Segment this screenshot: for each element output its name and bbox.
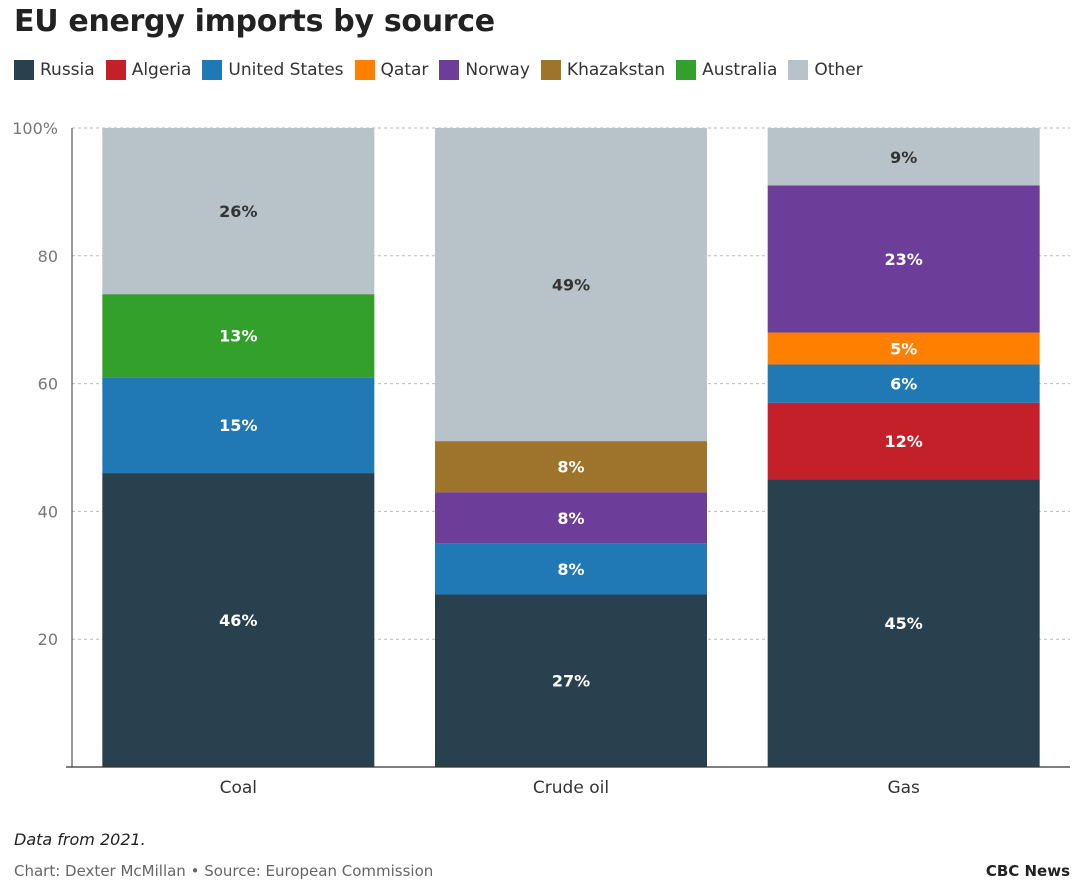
x-tick-label: Coal — [220, 778, 257, 798]
bar-segment — [435, 594, 707, 767]
bar-segment — [435, 492, 707, 544]
data-label: 6% — [890, 375, 917, 394]
bar-segment — [767, 364, 1040, 403]
bar-segment — [435, 441, 707, 493]
data-label: 13% — [219, 327, 257, 346]
data-label: 12% — [885, 432, 923, 451]
data-label: 45% — [885, 614, 923, 633]
bar-segment — [102, 473, 375, 767]
legend-label: Khazakstan — [566, 60, 666, 80]
legend-label: Australia — [702, 60, 778, 80]
legend-swatch — [354, 60, 375, 80]
chart-note: Data from 2021. — [14, 830, 146, 849]
bar-segment — [102, 294, 375, 378]
legend-swatch — [202, 60, 223, 80]
y-tick-label: 20 — [38, 630, 58, 649]
bar-segment — [767, 128, 1040, 186]
bar-segment — [435, 128, 707, 442]
stacked-bar-chart: 20 40 60 80 100% 46% 15% 13% 26% Coal 27% 8% 8% 8% 49%… — [12, 119, 1070, 798]
legend-swatch — [676, 60, 697, 80]
data-label: 15% — [219, 416, 257, 435]
y-tick-label: 80 — [38, 247, 58, 266]
data-label: 26% — [219, 202, 257, 221]
data-label: 27% — [552, 672, 590, 691]
legend-swatch — [540, 60, 561, 80]
legend-item: Algeria — [105, 60, 192, 80]
legend-item: Other — [788, 60, 863, 80]
legend-label: United States — [228, 60, 344, 80]
legend-swatch — [105, 60, 126, 80]
legend-swatch — [439, 60, 460, 80]
x-tick-label: Crude oil — [533, 778, 609, 798]
legend-item: Russia — [14, 60, 95, 80]
legend-item: Qatar — [354, 60, 429, 80]
legend-label: Other — [814, 60, 863, 80]
x-tick-label: Gas — [887, 778, 920, 798]
legend-label: Norway — [465, 60, 530, 80]
bar-segment — [102, 128, 375, 295]
legend-swatch — [14, 60, 34, 80]
legend-label: Algeria — [131, 60, 192, 80]
data-label: 8% — [557, 458, 584, 477]
y-tick-label: 40 — [38, 502, 58, 521]
bar-segment — [767, 185, 1040, 333]
legend-item: Norway — [439, 60, 530, 80]
data-label: 49% — [552, 276, 590, 295]
data-label: 46% — [219, 611, 257, 630]
chart-credit: Chart: Dexter McMillan • Source: Europea… — [14, 862, 434, 880]
chart-title: EU energy imports by source — [14, 4, 495, 39]
data-label: 5% — [890, 339, 917, 358]
legend-label: Qatar — [380, 60, 429, 80]
data-label: 8% — [557, 560, 584, 579]
bar-segment — [767, 402, 1040, 480]
legend: Russia Algeria United States Qatar Norway Kha… — [14, 58, 874, 82]
brand-label: CBC News — [985, 862, 1070, 880]
legend-swatch — [788, 60, 809, 80]
bar-segment — [767, 479, 1040, 767]
bar-segment — [767, 332, 1040, 365]
legend-item: United States — [202, 60, 344, 80]
data-label: 9% — [890, 148, 917, 167]
data-label: 8% — [557, 509, 584, 528]
y-tick-label: 60 — [38, 375, 58, 394]
bar-segment — [102, 377, 375, 474]
legend-item: Australia — [676, 60, 777, 80]
bar-segment — [435, 543, 707, 595]
data-label: 23% — [885, 250, 923, 269]
legend-item: Khazakstan — [540, 60, 666, 80]
y-tick-label: 100% — [12, 119, 58, 138]
legend-label: Russia — [40, 60, 95, 80]
